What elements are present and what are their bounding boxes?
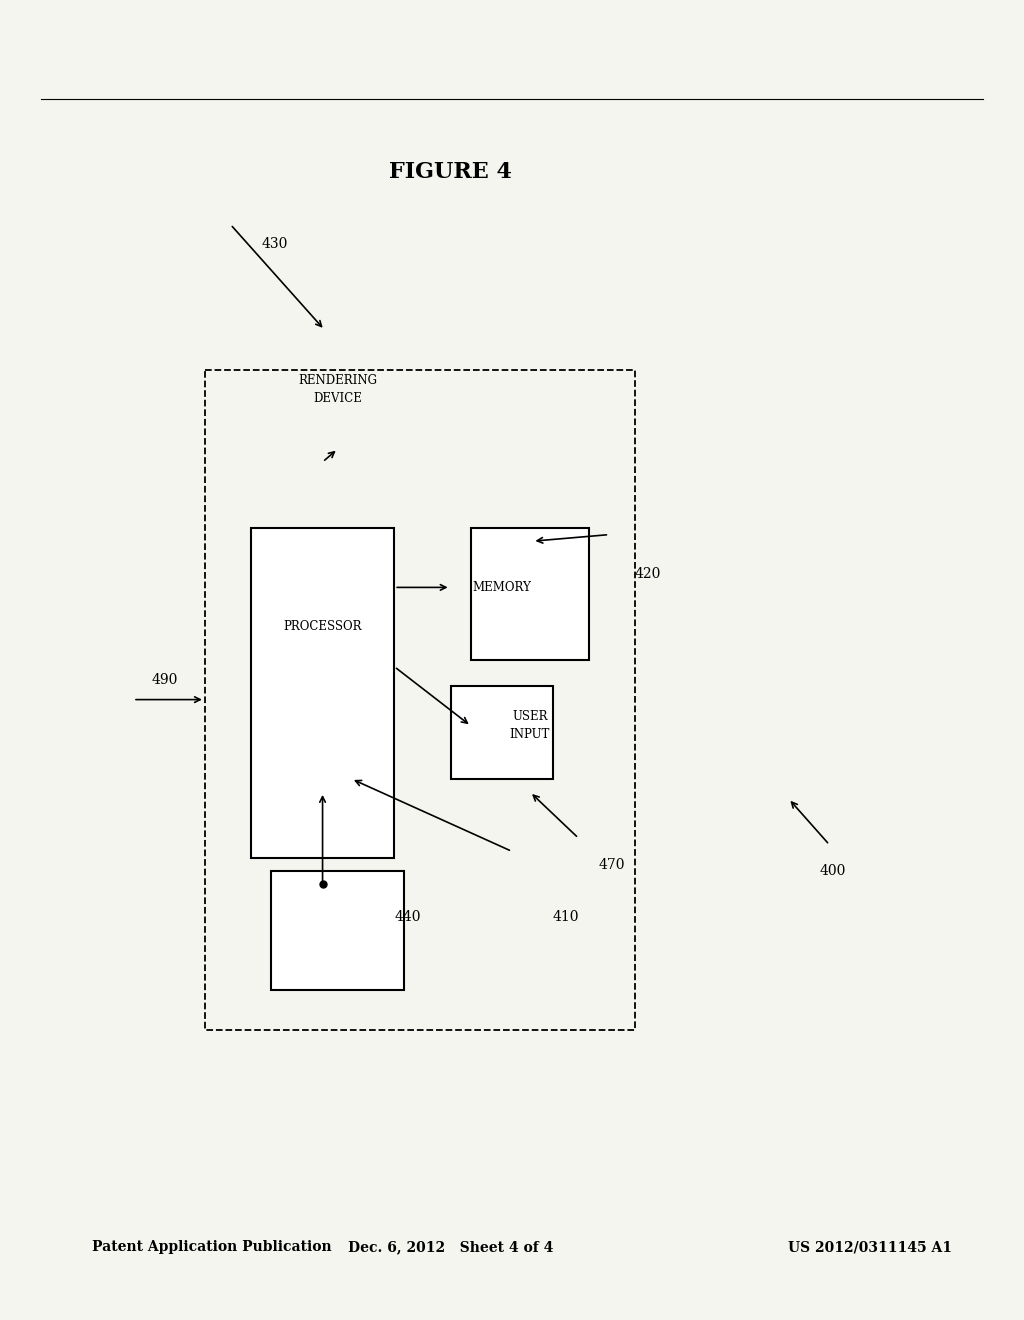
FancyBboxPatch shape [251,528,394,858]
Text: US 2012/0311145 A1: US 2012/0311145 A1 [788,1241,952,1254]
Text: Patent Application Publication: Patent Application Publication [92,1241,332,1254]
Text: Dec. 6, 2012   Sheet 4 of 4: Dec. 6, 2012 Sheet 4 of 4 [348,1241,553,1254]
FancyBboxPatch shape [451,686,553,779]
Text: PROCESSOR: PROCESSOR [284,620,361,634]
Text: 440: 440 [394,911,421,924]
Text: USER
INPUT: USER INPUT [510,710,550,742]
FancyBboxPatch shape [471,528,589,660]
Text: 430: 430 [261,238,288,251]
Text: 470: 470 [599,858,626,871]
Text: 400: 400 [819,865,846,878]
Text: MEMORY: MEMORY [472,581,531,594]
Text: FIGURE 4: FIGURE 4 [389,161,512,182]
Text: 410: 410 [553,911,580,924]
FancyBboxPatch shape [271,871,404,990]
Text: 420: 420 [635,568,662,581]
Text: RENDERING
DEVICE: RENDERING DEVICE [298,374,378,405]
Text: 490: 490 [152,673,178,686]
